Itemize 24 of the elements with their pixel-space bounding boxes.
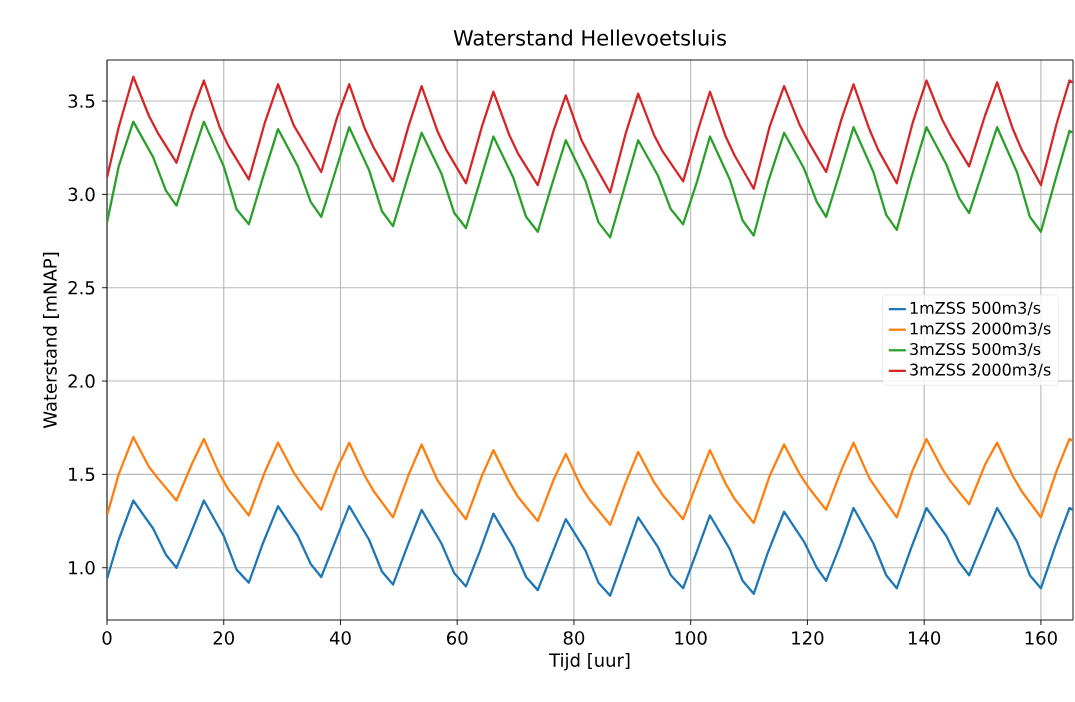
x-tick-label: 140 <box>908 631 941 645</box>
y-tick-label: 1.5 <box>69 467 95 482</box>
line-series <box>107 75 1074 194</box>
chart-title: Waterstand Hellevoetsluis <box>453 29 726 46</box>
line-series <box>107 435 1074 526</box>
x-tick-label: 0 <box>102 631 112 645</box>
legend-label: 3mZSS 2000m3/s <box>910 363 1051 377</box>
legend-label: 3mZSS 500m3/s <box>910 343 1041 357</box>
y-tick-label: 2.5 <box>68 280 95 295</box>
x-tick-label: 80 <box>563 631 585 645</box>
legend-label: 1mZSS 2000m3/s <box>910 322 1051 336</box>
x-axis-title: Tijd [uur] <box>549 653 630 671</box>
x-tick-label: 40 <box>329 631 351 645</box>
y-axis-title: Waterstand [mNAP] <box>42 252 59 429</box>
x-tick-label: 120 <box>792 631 824 645</box>
y-tick-label: 3.5 <box>68 94 95 108</box>
y-tick-label: 2.0 <box>68 374 95 388</box>
y-tick-label: 1.0 <box>69 560 95 575</box>
y-tick-label: 3.0 <box>68 187 95 202</box>
x-tick-label: 100 <box>675 631 707 645</box>
x-tick-label: 160 <box>1025 631 1057 645</box>
x-tick-label: 60 <box>447 631 468 645</box>
x-tick-label: 20 <box>213 631 234 645</box>
legend-label: 1mZSS 500m3/s <box>910 301 1041 316</box>
